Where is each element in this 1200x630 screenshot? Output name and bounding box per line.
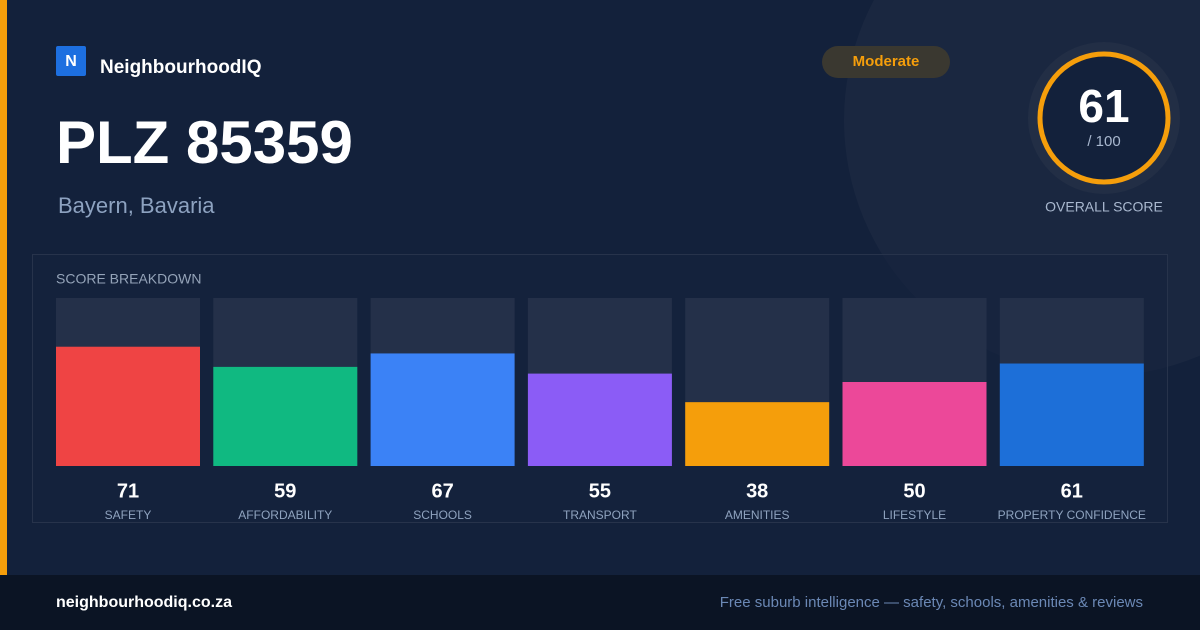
- footer: [0, 575, 1200, 630]
- value-label: 61: [1061, 480, 1083, 502]
- bar: [370, 353, 515, 466]
- bar: [842, 382, 987, 466]
- score: 61: [1078, 80, 1129, 132]
- category-label: AMENITIES: [725, 508, 790, 522]
- bar: [999, 363, 1144, 466]
- footer-tagline: Free suburb intelligence — safety, schoo…: [720, 594, 1143, 611]
- category-label: SAFETY: [105, 508, 152, 522]
- badge-text: Moderate: [853, 53, 920, 70]
- logo-letter: N: [65, 53, 77, 70]
- bar: [527, 373, 672, 466]
- category-label: PROPERTY CONFIDENCE: [998, 508, 1146, 522]
- category-label: TRANSPORT: [563, 508, 637, 522]
- value-label: 55: [589, 480, 611, 502]
- title: PLZ 85359: [56, 109, 353, 176]
- footer-site: neighbourhoodiq.co.za: [56, 594, 232, 611]
- category-label: AFFORDABILITY: [238, 508, 332, 522]
- bar: [685, 402, 830, 466]
- logo: [56, 46, 86, 76]
- score-ring: [1037, 51, 1171, 185]
- value-label: 59: [274, 480, 296, 502]
- score-label: OVERALL SCORE: [1045, 199, 1163, 215]
- badge: [822, 46, 950, 78]
- bar: [213, 366, 358, 466]
- accent-stripe: [0, 0, 7, 575]
- brand: NeighbourhoodIQ: [100, 57, 261, 78]
- value-label: 67: [431, 480, 453, 502]
- category-label: SCHOOLS: [413, 508, 472, 522]
- breakdown-title: SCORE BREAKDOWN: [56, 271, 201, 287]
- value-label: 71: [117, 480, 139, 502]
- category-label: LIFESTYLE: [883, 508, 946, 522]
- score-max: / 100: [1087, 133, 1120, 150]
- bar: [56, 346, 200, 466]
- value-label: 38: [746, 480, 768, 502]
- subtitle: Bayern, Bavaria: [58, 193, 215, 218]
- value-label: 50: [903, 480, 925, 502]
